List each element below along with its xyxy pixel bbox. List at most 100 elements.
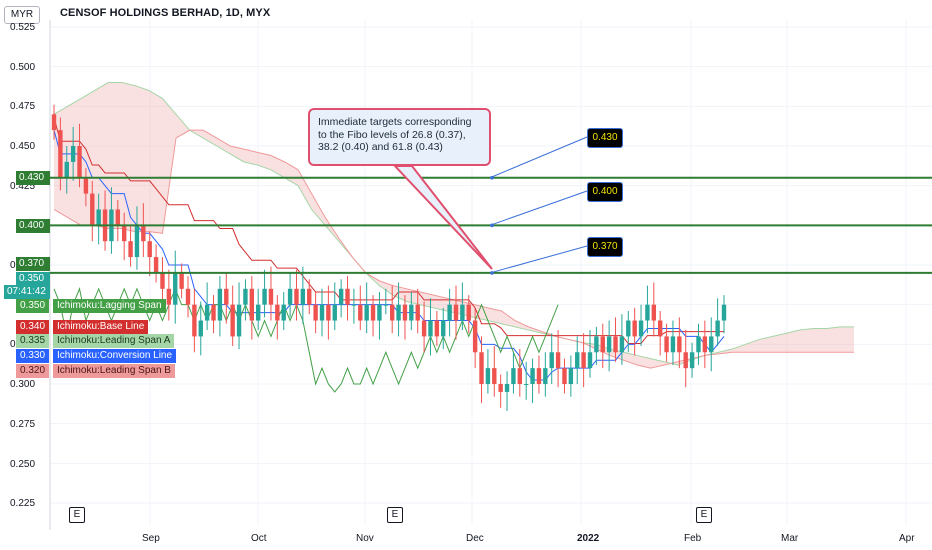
candle-body — [613, 336, 618, 353]
x-tick: Dec — [466, 533, 484, 544]
candle-body — [511, 368, 516, 384]
fibo-anchor — [490, 223, 494, 228]
earnings-marker[interactable]: E — [387, 507, 403, 523]
candle-body — [313, 304, 318, 321]
fibo-label-0370[interactable]: 0.370 — [587, 237, 623, 257]
candle-body — [338, 288, 344, 305]
candle-body — [466, 304, 471, 321]
y-tick: 0.225 — [10, 498, 36, 509]
conversion-line — [53, 130, 725, 381]
candle-body — [677, 336, 682, 353]
candle-body — [345, 288, 350, 305]
candle-body — [211, 304, 216, 321]
candle-body — [581, 352, 586, 369]
fibo-anchor — [490, 271, 494, 275]
legend-base-line[interactable]: Ichimoku:Base Line — [53, 320, 149, 334]
legend-leading-span-b[interactable]: Ichimoku:Leading Span B — [53, 364, 175, 378]
legend-leading-span-a[interactable]: Ichimoku:Leading Span A — [53, 334, 175, 348]
y-tick: 0.500 — [10, 62, 36, 73]
x-tick: Feb — [684, 533, 702, 544]
candle-body — [281, 304, 286, 321]
candle-body — [594, 336, 599, 353]
earnings-marker[interactable]: E — [69, 507, 85, 523]
annotation-tail — [392, 165, 493, 270]
candle-body — [370, 304, 376, 321]
fibo-levels — [50, 136, 932, 275]
candle-body — [147, 241, 152, 258]
candle-body — [543, 368, 548, 384]
fibo-pointer — [489, 245, 588, 274]
candle-body — [287, 288, 293, 305]
candle-body — [492, 368, 497, 384]
candle-body — [626, 320, 631, 337]
candle-body — [498, 384, 503, 392]
candle-body — [434, 320, 440, 337]
countdown-badge: 07:41:42 — [4, 285, 50, 299]
candle-body — [428, 320, 433, 337]
candle-body — [721, 304, 727, 321]
candle-body — [268, 288, 274, 305]
fibo-label-0430[interactable]: 0.430 — [587, 128, 623, 148]
candle-body — [192, 304, 197, 337]
x-tick: Oct — [251, 533, 267, 544]
price-candles — [51, 104, 727, 411]
candle-body — [568, 368, 574, 384]
candle-body — [472, 320, 478, 353]
y-tick: 0.525 — [10, 22, 36, 33]
candle-body — [51, 114, 57, 131]
cloud-fill — [54, 82, 854, 369]
candle-body — [606, 336, 612, 353]
candle-body — [619, 336, 625, 353]
candle-body — [173, 272, 178, 305]
candle-body — [415, 304, 420, 321]
candle-body — [166, 288, 172, 305]
legend-lagging-span[interactable]: Ichimoku:Lagging Span — [53, 299, 166, 313]
candle-body — [536, 368, 542, 384]
candle-body — [421, 320, 427, 337]
chart-title: CENSOF HOLDINGS BERHAD, 1D, MYX — [60, 7, 271, 19]
candle-body — [90, 193, 95, 226]
candle-body — [217, 288, 223, 321]
candle-body — [402, 304, 408, 321]
candle-body — [504, 384, 510, 392]
candle-body — [121, 225, 127, 242]
legend-value-base-line: 0.340 — [16, 320, 49, 334]
candle-body — [236, 304, 242, 337]
candle-body — [64, 161, 69, 178]
fibo-anchor — [490, 175, 494, 180]
y-tick: 0.300 — [10, 379, 36, 390]
legend-value-lagging-span: 0.350 — [16, 299, 49, 313]
candle-body — [185, 288, 191, 305]
candle-body — [587, 352, 593, 369]
candle-body — [319, 304, 325, 321]
x-tick: Apr — [899, 533, 915, 544]
candle-body — [479, 352, 484, 384]
candle-body — [128, 241, 133, 258]
y-tick: 0.250 — [10, 459, 36, 470]
candle-body — [383, 304, 389, 306]
candle-body — [600, 336, 605, 353]
y-tick: 0.450 — [10, 141, 36, 152]
currency-badge: MYR — [4, 6, 40, 24]
candle-body — [230, 304, 235, 337]
x-tick: 2022 — [577, 533, 600, 544]
candle-body — [77, 146, 82, 178]
legend-conversion-line[interactable]: Ichimoku:Conversion Line — [53, 349, 177, 363]
x-tick: Mar — [781, 533, 799, 544]
fibo-label-0400[interactable]: 0.400 — [587, 182, 623, 202]
earnings-marker[interactable]: E — [696, 507, 712, 523]
candle-body — [153, 257, 159, 273]
candle-body — [300, 288, 306, 305]
candle-body — [530, 368, 535, 384]
legend-value-leading-span-a: 0.335 — [16, 334, 49, 348]
legend-value-conversion-line: 0.330 — [16, 349, 49, 363]
fibo-pointer — [489, 190, 588, 226]
candle-body — [141, 225, 146, 242]
annotation-callout[interactable]: Immediate targets corresponding to the F… — [308, 108, 491, 166]
candle-body — [651, 304, 657, 321]
candle-body — [249, 288, 255, 321]
price-badge-0370: 0.370 — [16, 257, 50, 271]
y-tick: 0.275 — [10, 419, 36, 430]
candle-body — [549, 352, 554, 369]
